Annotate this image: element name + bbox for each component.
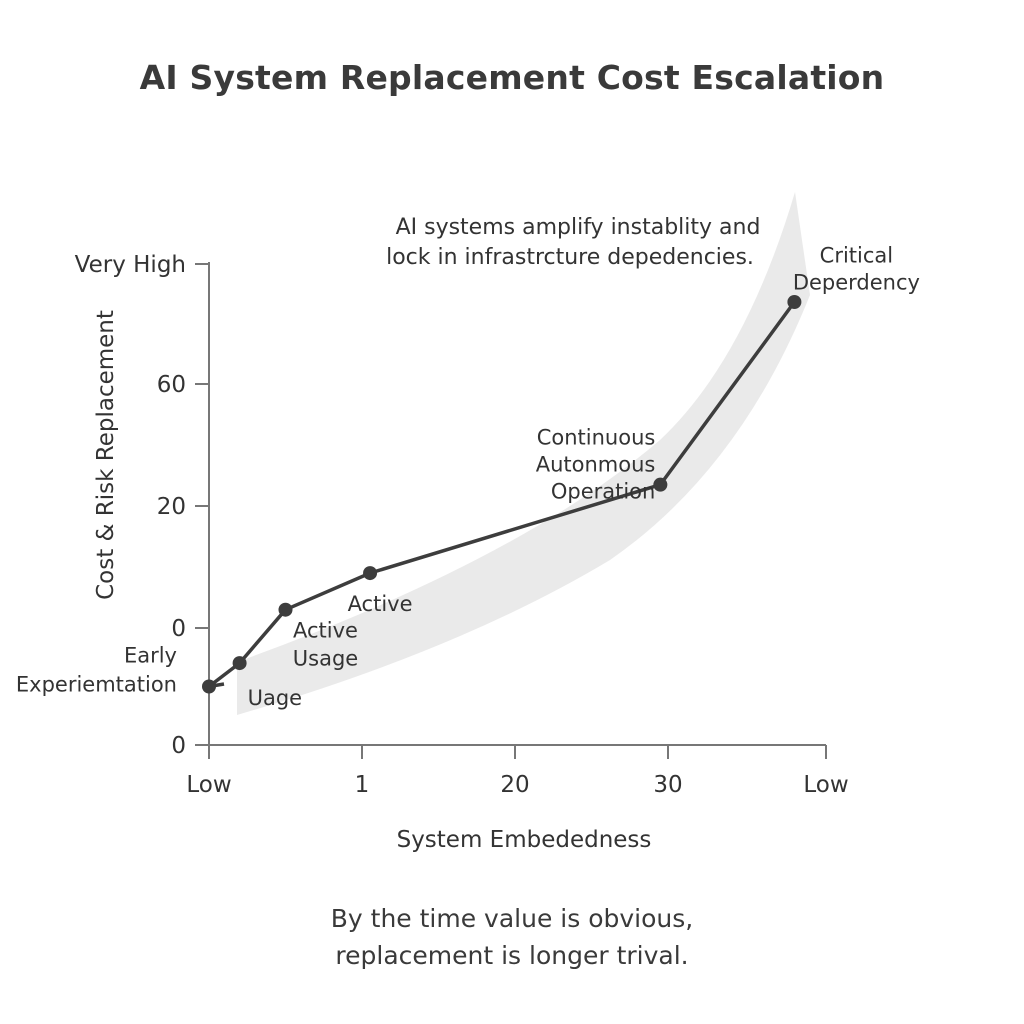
data-point (278, 602, 293, 617)
point-label: Operation (551, 480, 656, 504)
x-tick-label: Low (186, 772, 231, 798)
uncertainty-band (237, 192, 810, 715)
point-label: Usage (293, 647, 358, 671)
uncertainty-band-layer (237, 192, 810, 715)
y-tick-label: 0 (171, 616, 186, 642)
y-tick-label: Very High (75, 252, 186, 278)
point-label: Active (293, 619, 358, 643)
point-label: Early (124, 644, 177, 668)
point-label: Critical (820, 244, 893, 268)
annotation-line-1: AI systems amplify instablity and (396, 215, 761, 240)
point-label: Continuous (537, 426, 656, 450)
x-tick-label: 1 (355, 772, 370, 798)
footer-line-2: replacement is longer trival. (335, 941, 689, 970)
data-point (202, 679, 216, 694)
point-label: Deperdency (793, 271, 920, 295)
chart-title: AI System Replacement Cost Escalation (139, 58, 885, 97)
axes-layer: 0 0 20 60 Very High Low 1 20 30 Low System Embeded… (75, 252, 849, 853)
point-label: Experiemtation (16, 673, 177, 697)
data-point (653, 477, 668, 492)
data-point (787, 295, 802, 309)
footer-note: By the time value is obvious, replacemen… (0, 900, 1024, 974)
data-point (363, 566, 378, 581)
series-layer (202, 295, 802, 694)
annotation-line-2: lock in infrastrcture depedencies. (386, 245, 754, 270)
y-tick-label: 20 (157, 494, 186, 520)
y-tick-label: 0 (171, 733, 186, 759)
labels-layer: Early Experiemtation Uage Active Usage Active… (16, 215, 920, 710)
y-tick-label: 60 (157, 372, 186, 398)
point-label: Autonmous (536, 453, 656, 477)
x-tick-label: 20 (500, 772, 529, 798)
data-point (232, 656, 247, 671)
footer-line-1: By the time value is obvious, (330, 904, 694, 933)
x-axis-title: System Embededness (397, 827, 652, 853)
y-axis-title: Cost & Risk Replacement (93, 310, 119, 600)
x-tick-label: 30 (653, 772, 682, 798)
point-label: Uage (248, 686, 303, 710)
x-tick-label: Low (803, 772, 848, 798)
point-label: Active (348, 592, 413, 616)
